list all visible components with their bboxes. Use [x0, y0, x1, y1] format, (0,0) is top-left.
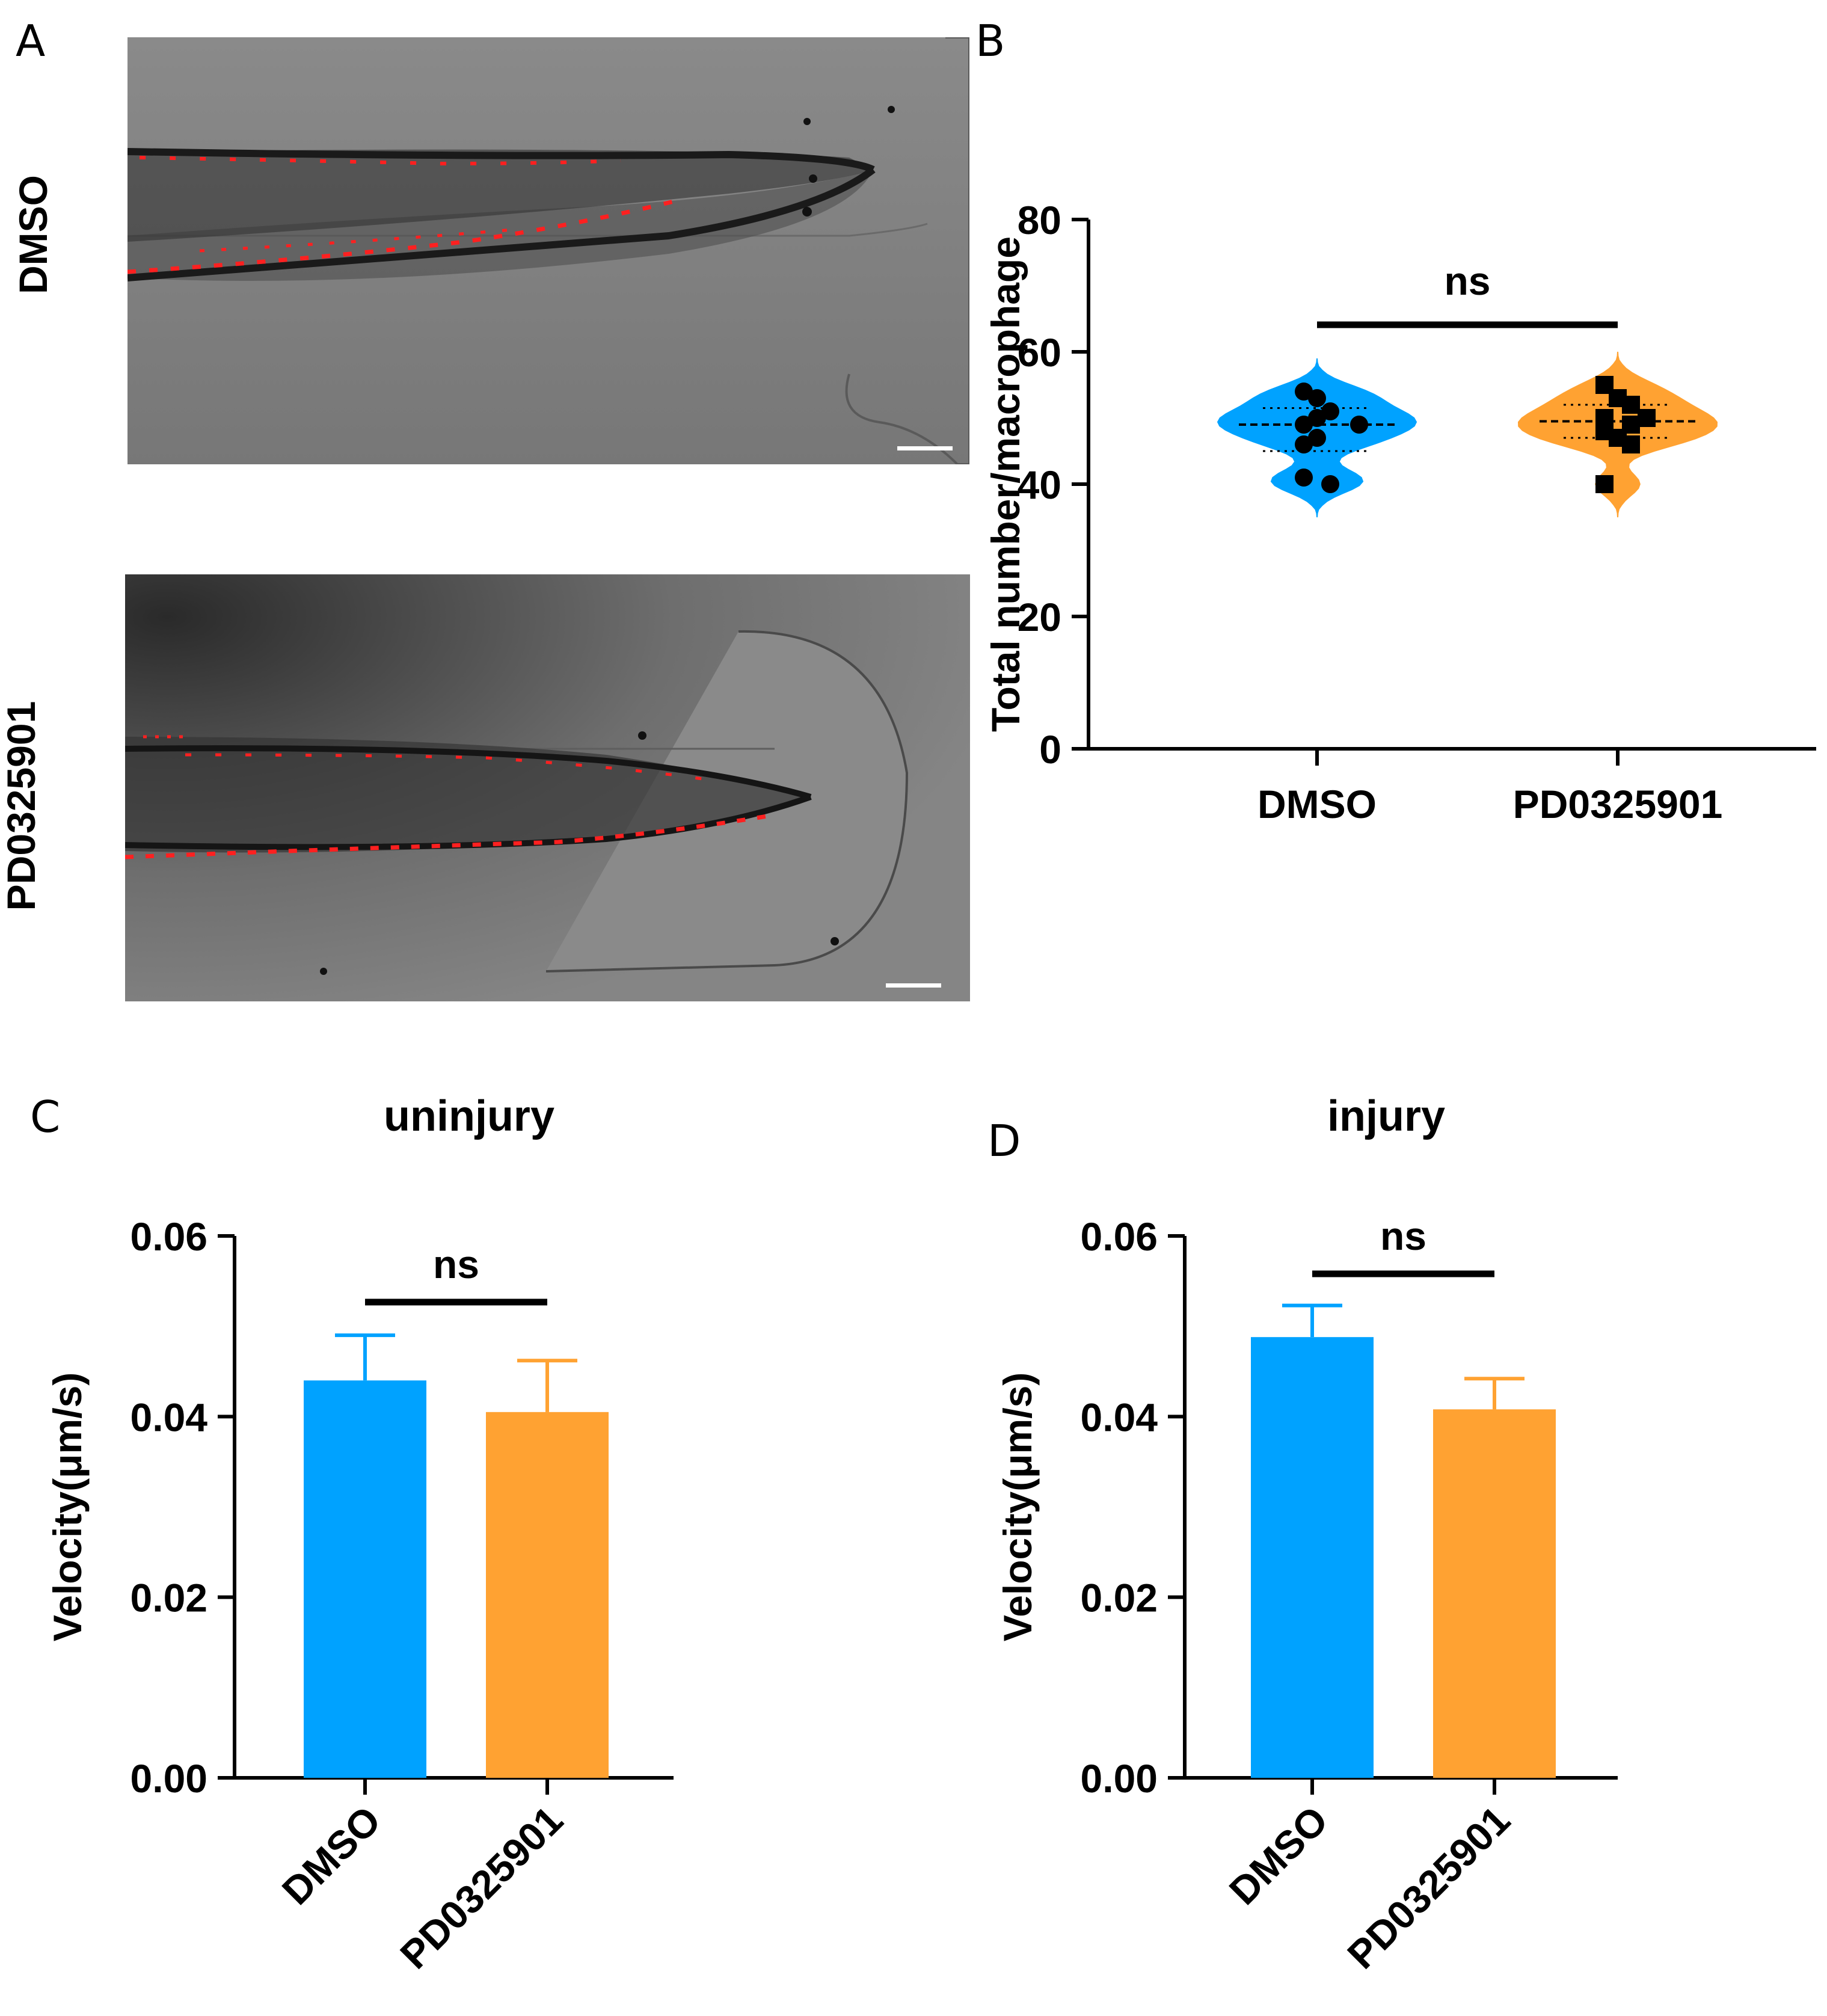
d-y-axis-label: Velocity(μm/s) — [995, 1372, 1040, 1642]
b-data-point — [1622, 435, 1640, 453]
b-y-tick-label: 80 — [1018, 198, 1061, 242]
d-bar-1 — [1433, 1409, 1556, 1778]
d-y-tick-label: 0.04 — [1081, 1395, 1158, 1439]
b-y-tick-label: 20 — [1018, 595, 1061, 639]
b-y-tick-label: 40 — [1018, 463, 1061, 507]
b-data-point — [1622, 396, 1640, 414]
panel-label-a: A — [16, 16, 46, 66]
d-x-tick-label: DMSO — [1221, 1798, 1336, 1913]
c-y-tick-label: 0.02 — [130, 1576, 207, 1620]
d-significance-label: ns — [1380, 1214, 1426, 1258]
c-y-tick-label: 0.04 — [130, 1395, 208, 1439]
microscopy-image-pd — [125, 574, 970, 1001]
b-data-point — [1638, 409, 1656, 427]
panel-label-c: C — [30, 1092, 61, 1142]
c-x-tick-label: PD0325901 — [392, 1798, 571, 1978]
b-x-tick-label: DMSO — [1257, 782, 1377, 826]
microscopy-image-dmso — [127, 37, 969, 464]
c-significance-label: ns — [433, 1242, 479, 1286]
c-bar-1 — [486, 1412, 609, 1778]
c-y-tick-label: 0.00 — [130, 1756, 207, 1801]
b-significance-label: ns — [1444, 259, 1490, 303]
b-data-point — [1308, 429, 1326, 447]
d-bar-0 — [1251, 1337, 1374, 1778]
b-data-point — [1295, 469, 1313, 487]
b-data-point — [1321, 475, 1339, 493]
c-y-tick-label: 0.06 — [130, 1214, 207, 1259]
b-data-point — [1308, 409, 1326, 427]
c-y-axis-label: Velocity(μm/s) — [45, 1372, 90, 1642]
panel-label-d: D — [987, 1116, 1021, 1166]
d-x-tick-label: PD0325901 — [1339, 1798, 1518, 1978]
b-x-tick-label: PD0325901 — [1513, 782, 1723, 826]
b-y-tick-label: 0 — [1039, 727, 1061, 772]
b-data-point — [1350, 416, 1368, 434]
c-bar-0 — [304, 1380, 426, 1778]
panel-label-b: B — [975, 16, 1006, 66]
d-y-tick-label: 0.00 — [1081, 1756, 1158, 1801]
b-data-point — [1308, 389, 1326, 407]
b-data-point — [1595, 475, 1614, 493]
macrophage-signal-pd — [125, 735, 775, 859]
d-y-tick-label: 0.02 — [1081, 1576, 1158, 1620]
macrophage-signal-dmso — [127, 156, 681, 274]
b-y-axis-label: Total number/macrophage — [983, 236, 1028, 732]
d-chart-title: injury — [1327, 1092, 1445, 1140]
c-chart-title: uninjury — [384, 1092, 554, 1140]
c-x-tick-label: DMSO — [274, 1798, 389, 1913]
d-y-tick-label: 0.06 — [1081, 1214, 1158, 1259]
b-y-tick-label: 60 — [1018, 330, 1061, 375]
